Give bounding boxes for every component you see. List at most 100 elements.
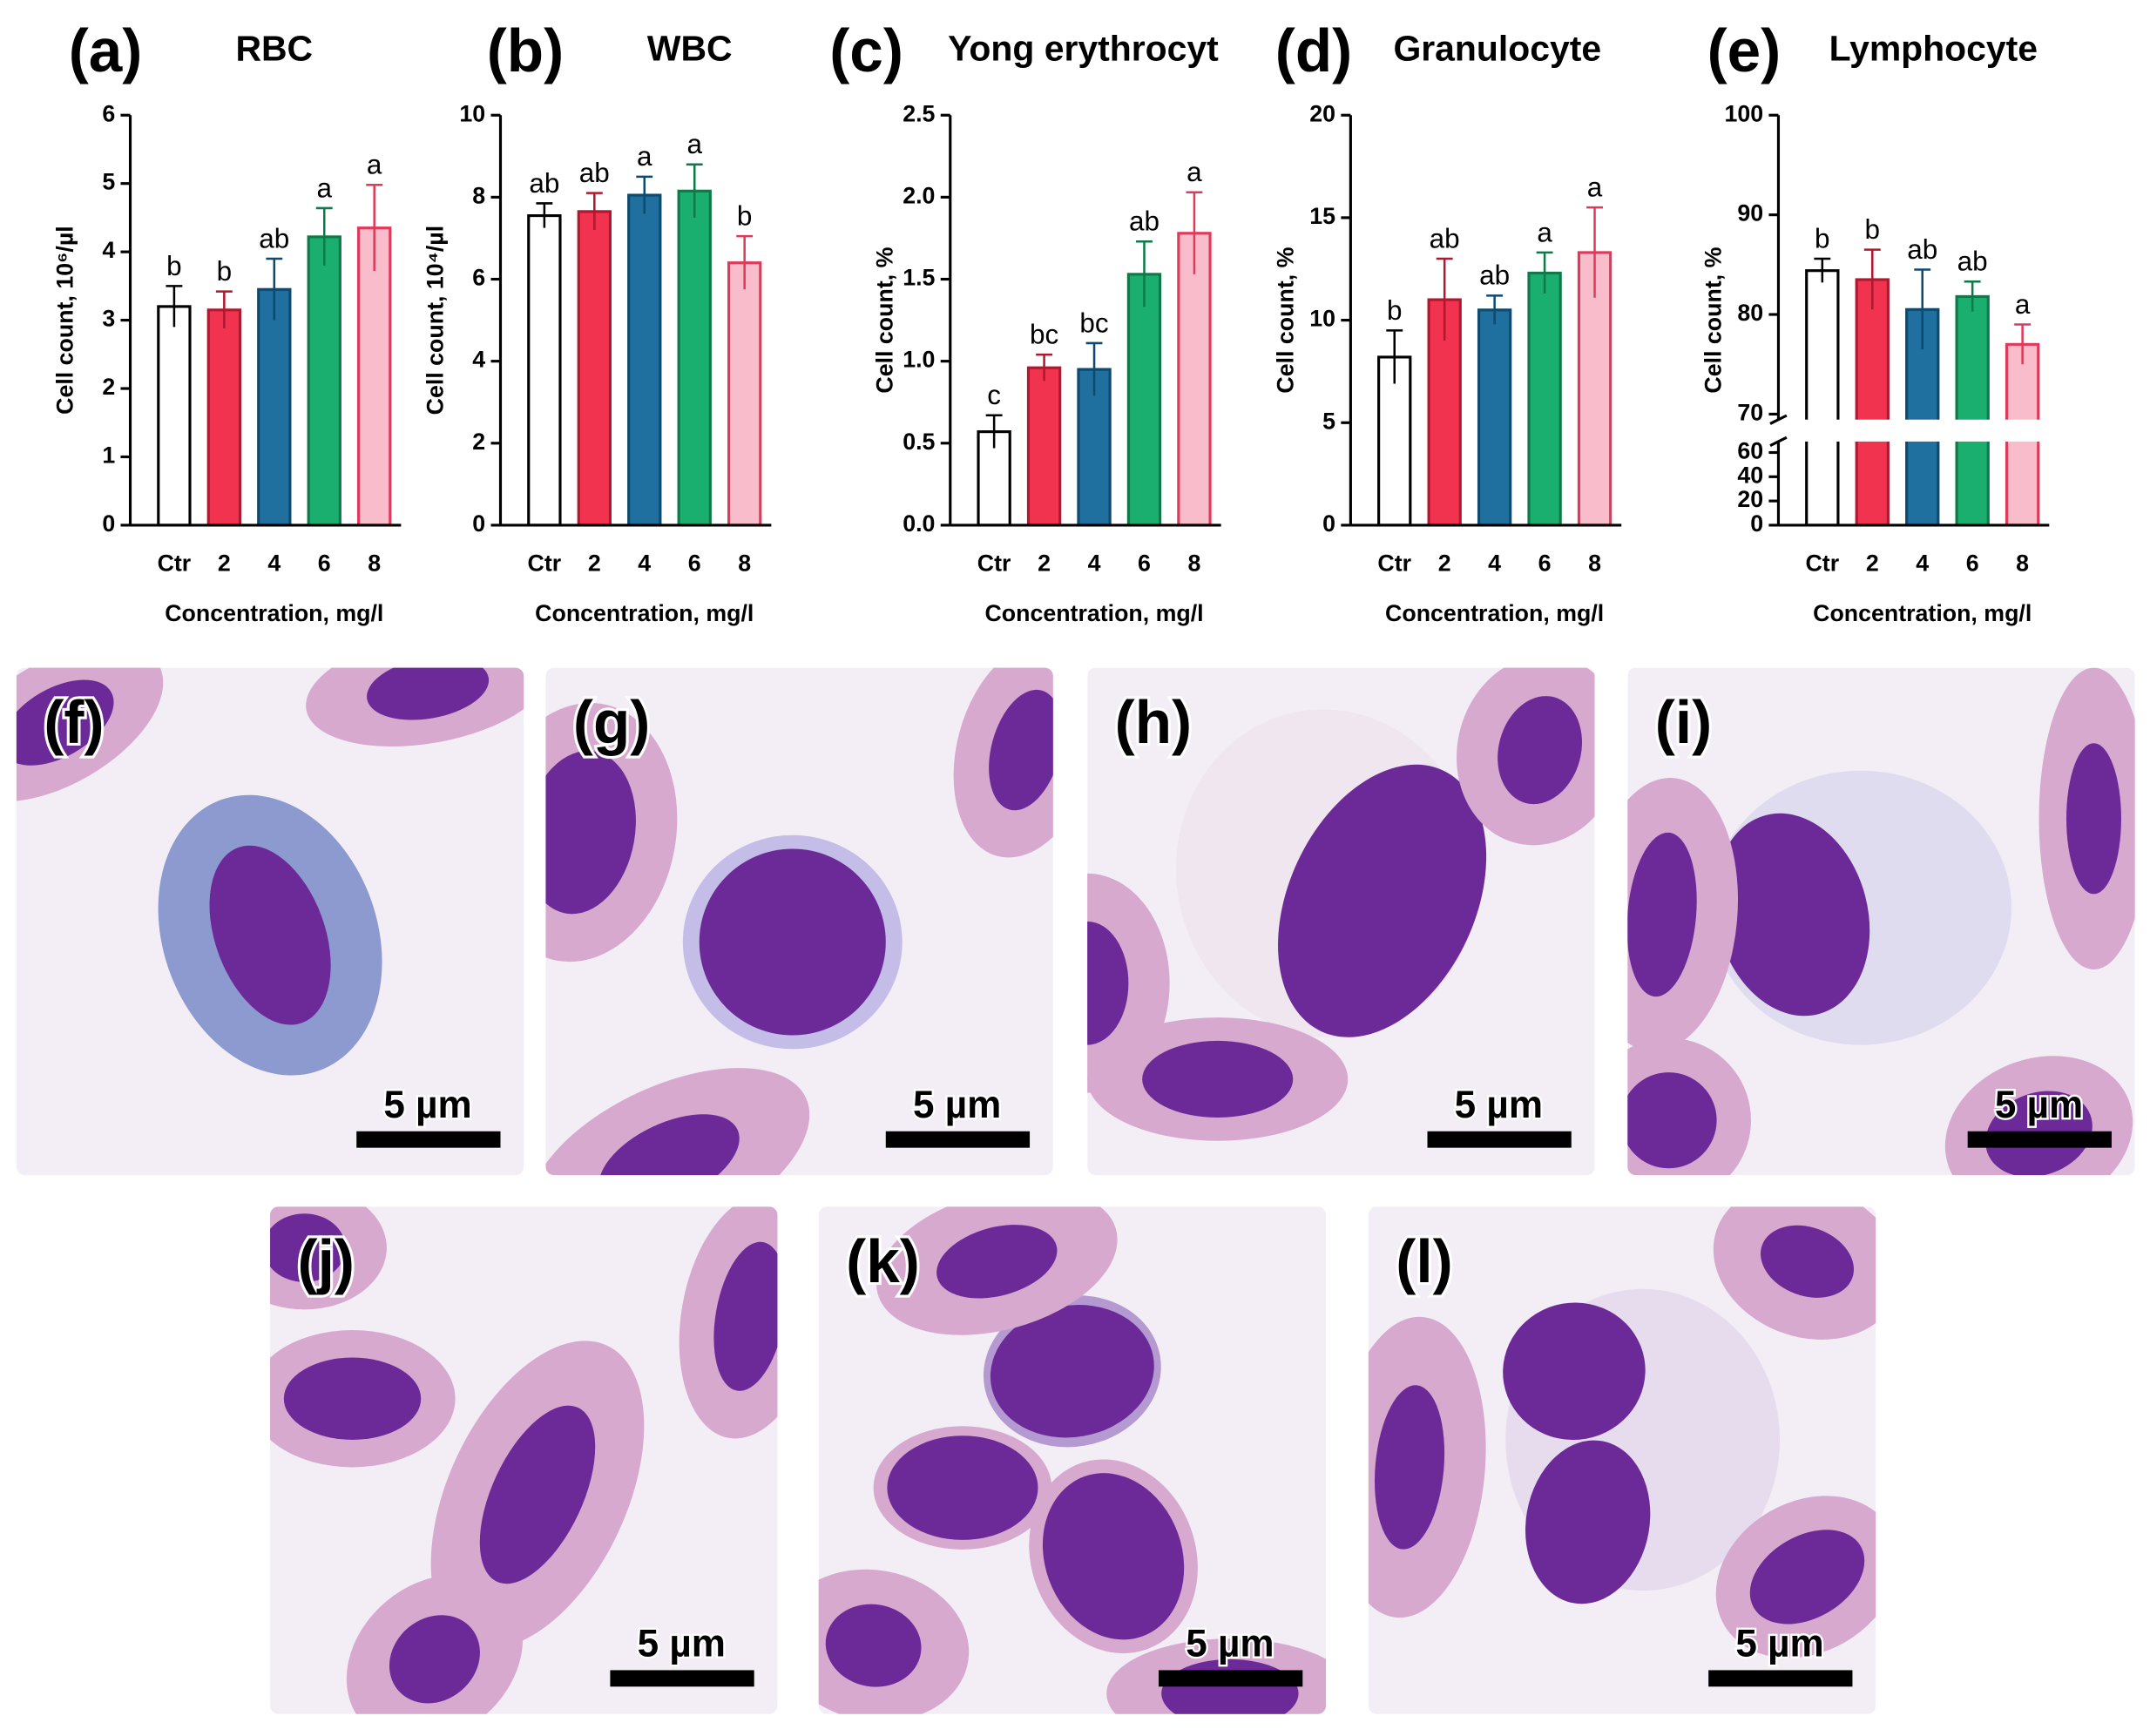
scale-bar	[610, 1670, 754, 1687]
significance-letter: bc	[1030, 320, 1058, 350]
significance-letter: b	[1865, 214, 1881, 245]
axis-break	[1769, 436, 1788, 448]
panel-label: (c)	[829, 17, 903, 84]
y-tick-label: 10	[459, 100, 485, 126]
y-axis-label: Cell count, %	[1700, 247, 1726, 393]
significance-letter: ab	[1957, 247, 1988, 277]
x-tick-label: 4	[1088, 551, 1101, 577]
y-tick-label: 4	[472, 347, 485, 373]
error-bar	[1863, 248, 1881, 310]
nucleus	[990, 1305, 1154, 1438]
significance-letter: c	[987, 380, 1001, 410]
y-tick-label: 4	[102, 237, 115, 263]
x-tick-label: 6	[1138, 551, 1151, 577]
scale-bar-label: 5 µm	[1186, 1623, 1274, 1665]
bar	[1377, 355, 1412, 527]
y-tick-label: 2	[472, 429, 485, 455]
chart-title: RBC	[235, 28, 313, 68]
y-tick-label: 3	[102, 306, 115, 332]
x-tick-label: 2	[1866, 551, 1879, 577]
significance-letter: b	[737, 200, 753, 231]
nucleus	[1627, 832, 1697, 997]
chart-panel: (c) Yong erythrocyt Cell count, % Concentra…	[829, 17, 1221, 626]
significance-letter: ab	[259, 223, 289, 253]
micrograph	[16, 667, 524, 1176]
nucleus	[1627, 1072, 1717, 1169]
nucleus	[16, 679, 114, 766]
significance-letter: ab	[579, 158, 610, 188]
scale-bar-label: 5 µm	[1995, 1084, 2083, 1126]
nucleus	[1042, 1473, 1185, 1640]
panel-label: (b)	[487, 17, 564, 84]
significance-letter: b	[1815, 223, 1830, 253]
x-tick-label: 4	[638, 551, 651, 577]
y-tick-label: 10	[1309, 306, 1335, 332]
significance-letter: bc	[1079, 307, 1108, 338]
error-bar	[1536, 251, 1553, 294]
micrograph	[545, 667, 1053, 1176]
y-tick-label: 8	[472, 182, 485, 208]
y-tick-label: 6	[102, 100, 115, 126]
nucleus	[270, 1213, 346, 1282]
significance-letter: ab	[1479, 260, 1510, 291]
bar	[627, 193, 662, 527]
y-tick-label: 0	[1322, 510, 1335, 537]
scale-bar	[356, 1131, 501, 1148]
chart-title: Lymphocyte	[1829, 28, 2038, 68]
error-bar	[1436, 257, 1453, 341]
x-tick-label: 2	[218, 551, 231, 577]
nucleus	[699, 848, 886, 1036]
y-tick-label: 5	[102, 169, 115, 195]
bar	[357, 226, 392, 527]
nucleus	[1761, 1225, 1854, 1298]
scale-bar	[1159, 1670, 1303, 1687]
x-tick-label: Ctr	[1806, 551, 1840, 577]
micrograph	[1087, 667, 1595, 1176]
x-tick-label: 6	[1966, 551, 1979, 577]
x-tick-label: 6	[688, 551, 701, 577]
y-tick-label: 2	[102, 374, 115, 400]
error-bar	[985, 414, 1003, 449]
nucleus	[389, 1615, 480, 1704]
bar	[307, 235, 341, 527]
bar	[1026, 366, 1062, 527]
bar	[1527, 271, 1562, 527]
bar	[1855, 278, 1890, 527]
nucleus	[2065, 743, 2121, 895]
chart-panel: (d) Granulocyte Cell count, % Concentration…	[1272, 17, 1622, 626]
y-tick-label: 20	[1737, 486, 1763, 512]
error-bar	[166, 285, 183, 328]
error-bar	[1586, 206, 1603, 298]
micrograph	[818, 1206, 1327, 1714]
y-tick-label: 6	[472, 265, 485, 291]
significance-letter: a	[637, 141, 652, 172]
x-axis-label: Concentration, mg/l	[984, 600, 1203, 626]
panel-label: (e)	[1707, 17, 1782, 84]
scale-bar	[1427, 1131, 1572, 1148]
panel-label: (a)	[69, 17, 143, 84]
error-bar	[1085, 341, 1103, 396]
nucleus	[713, 1241, 778, 1391]
bar	[677, 189, 712, 527]
chart-panel: (b) WBC Cell count, 10⁴/µl Concentration, m…	[422, 17, 772, 626]
chart-title: Yong erythrocyt	[948, 28, 1219, 68]
axis-break	[1769, 414, 1788, 425]
y-axis-label: Cell count, 10⁶/µl	[51, 226, 78, 415]
micrograph-label: (h)	[1115, 688, 1192, 756]
chart-title: Granulocyte	[1393, 28, 1601, 68]
significance-letter: a	[2015, 289, 2031, 320]
cell	[1087, 873, 1170, 1093]
error-bar	[1136, 240, 1153, 307]
bar	[157, 305, 192, 527]
bar	[1805, 269, 1840, 527]
nucleus	[936, 1225, 1058, 1299]
x-tick-label: 2	[1038, 551, 1051, 577]
x-axis-label: Concentration, mg/l	[1813, 600, 2032, 626]
scale-bar	[1967, 1131, 2112, 1148]
chart-panel: (e) Lymphocyte Cell count, % Concentration,…	[1700, 17, 2054, 626]
x-tick-label: 8	[1588, 551, 1601, 577]
x-tick-label: 6	[1538, 551, 1552, 577]
x-axis-label: Concentration, mg/l	[1385, 600, 1604, 626]
y-tick-label: 15	[1309, 203, 1335, 229]
